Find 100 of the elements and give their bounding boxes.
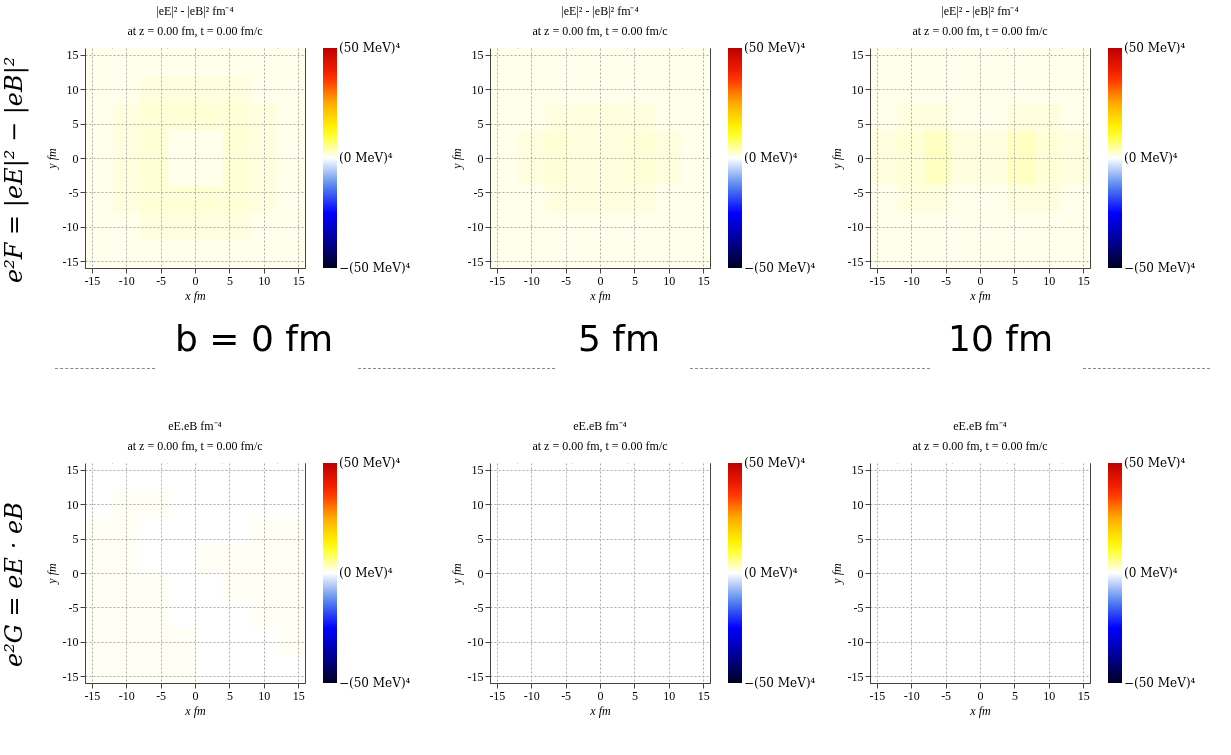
color-bar-label: (50 MeV)⁴ [1124, 41, 1186, 55]
color-bar-label: −(50 MeV)⁴ [339, 676, 411, 690]
chart-title: |eE|² - |eB|² fm⁻⁴ [156, 4, 234, 18]
y-tick-label: -5 [68, 600, 79, 615]
color-bar-label: −(50 MeV)⁴ [744, 676, 816, 690]
color-bar-label: (0 MeV)⁴ [339, 566, 393, 580]
y-tick-label: 15 [471, 463, 484, 478]
x-tick-label: 10 [1043, 688, 1056, 703]
y-axis-title: y fm [449, 563, 464, 585]
x-tick-label: 10 [258, 273, 271, 288]
x-tick-label: -10 [118, 688, 135, 703]
text: b = 0 fm [175, 318, 333, 359]
y-tick-label: -10 [467, 220, 484, 235]
y-tick-label: -15 [847, 254, 864, 269]
x-tick-label: -5 [561, 273, 572, 288]
x-tick-label: 10 [258, 688, 271, 703]
x-tick-label: 15 [1077, 273, 1090, 288]
x-tick-label: -15 [489, 273, 506, 288]
color-bar-label: (0 MeV)⁴ [744, 151, 798, 165]
y-tick-label: 0 [477, 566, 484, 581]
y-tick-label: -10 [467, 635, 484, 650]
color-bar-label: −(50 MeV)⁴ [1124, 261, 1196, 275]
x-tick-label: -15 [84, 688, 101, 703]
x-tick-label: 15 [697, 273, 710, 288]
x-tick-label: 15 [292, 688, 305, 703]
x-tick-label: 10 [663, 273, 676, 288]
y-tick-label: 15 [851, 48, 864, 63]
x-tick-label: -15 [869, 273, 886, 288]
x-tick-label: -15 [869, 688, 886, 703]
y-tick-label: 15 [851, 463, 864, 478]
x-tick-label: 0 [597, 273, 604, 288]
y-tick-label: 5 [72, 117, 79, 132]
x-tick-label: -10 [903, 688, 920, 703]
y-tick-label: 0 [477, 151, 484, 166]
y-tick-label: 10 [851, 82, 864, 97]
color-bar-label: (0 MeV)⁴ [1124, 566, 1178, 580]
color-bar-label: (50 MeV)⁴ [744, 41, 806, 55]
y-tick-label: 0 [72, 151, 79, 166]
chart-title: eE.eB fm⁻⁴ [168, 419, 222, 433]
y-tick-label: 10 [66, 82, 79, 97]
x-tick-label: 10 [663, 688, 676, 703]
x-tick-label: 0 [597, 688, 604, 703]
x-tick-label: 5 [1011, 273, 1018, 288]
color-bar-label: (0 MeV)⁴ [1124, 151, 1178, 165]
y-tick-label: 10 [851, 497, 864, 512]
y-axis-title: y fm [829, 148, 844, 170]
x-tick-label: -5 [561, 688, 572, 703]
x-tick-label: -5 [156, 273, 167, 288]
y-tick-label: -5 [473, 185, 484, 200]
x-tick-label: 5 [226, 688, 233, 703]
y-tick-label: -10 [847, 220, 864, 235]
y-tick-label: 15 [66, 463, 79, 478]
y-tick-label: 15 [66, 48, 79, 63]
y-axis-title: y fm [829, 563, 844, 585]
x-tick-label: 0 [192, 688, 199, 703]
x-tick-label: -10 [523, 273, 540, 288]
y-axis-title: y fm [44, 563, 59, 585]
y-tick-label: -5 [68, 185, 79, 200]
x-tick-label: -5 [941, 273, 952, 288]
y-tick-label: -15 [62, 254, 79, 269]
text: e²F = |eE|² − |eB|² [0, 55, 30, 286]
color-bar-label: −(50 MeV)⁴ [744, 261, 816, 275]
x-tick-label: 0 [977, 688, 984, 703]
x-tick-label: 15 [697, 688, 710, 703]
color-bar-label: (50 MeV)⁴ [339, 41, 401, 55]
y-tick-label: 10 [66, 497, 79, 512]
chart-subtitle: at z = 0.00 fm, t = 0.00 fm/c [912, 24, 1048, 38]
y-tick-label: -15 [62, 669, 79, 684]
y-tick-label: 0 [857, 151, 864, 166]
text: 5 fm [578, 318, 661, 359]
color-bar-label: (50 MeV)⁴ [744, 456, 806, 470]
color-bar-label: (0 MeV)⁴ [339, 151, 393, 165]
x-tick-label: 15 [292, 273, 305, 288]
x-tick-label: 0 [977, 273, 984, 288]
color-bar-label: −(50 MeV)⁴ [339, 261, 411, 275]
x-axis-title: x fm [969, 288, 991, 303]
chart-subtitle: at z = 0.00 fm, t = 0.00 fm/c [912, 439, 1048, 453]
y-tick-label: 10 [471, 82, 484, 97]
x-tick-label: -15 [84, 273, 101, 288]
y-tick-label: -5 [473, 600, 484, 615]
color-bar-label: (0 MeV)⁴ [744, 566, 798, 580]
x-tick-label: 0 [192, 273, 199, 288]
y-tick-label: -15 [467, 669, 484, 684]
x-axis-title: x fm [589, 288, 611, 303]
x-tick-label: -10 [903, 273, 920, 288]
x-axis-title: x fm [184, 288, 206, 303]
color-bar-label: −(50 MeV)⁴ [1124, 676, 1196, 690]
chart-title: |eE|² - |eB|² fm⁻⁴ [561, 4, 639, 18]
text: e²G = eE · eB [0, 501, 29, 670]
y-tick-label: 0 [857, 566, 864, 581]
y-tick-label: 10 [471, 497, 484, 512]
x-axis-title: x fm [184, 703, 206, 718]
y-axis-title: y fm [449, 148, 464, 170]
chart-title: |eE|² - |eB|² fm⁻⁴ [941, 4, 1019, 18]
text: 10 fm [948, 318, 1053, 359]
y-tick-label: 5 [477, 117, 484, 132]
x-tick-label: 5 [631, 688, 638, 703]
y-tick-label: 5 [857, 117, 864, 132]
x-tick-label: 5 [631, 273, 638, 288]
x-tick-label: -5 [941, 688, 952, 703]
